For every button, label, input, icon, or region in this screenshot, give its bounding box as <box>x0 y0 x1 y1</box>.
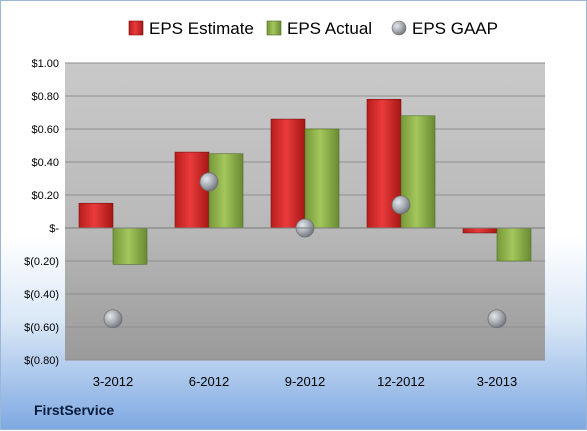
bar-eps-actual <box>112 227 148 265</box>
point-eps-gaap <box>487 309 507 329</box>
bar-eps-actual <box>496 227 532 262</box>
y-tick-label: $(0.80) <box>24 355 59 367</box>
y-tick-label: $(0.20) <box>24 256 59 268</box>
bar-eps-estimate <box>78 202 114 229</box>
legend-swatch-estimate <box>128 20 144 36</box>
bar-eps-actual <box>208 153 244 229</box>
x-category-label: 9-2012 <box>285 374 325 389</box>
plot-area: $1.00 $0.80 $0.60 $0.40 $0.20 $- $(0.20) $(0.40… <box>24 58 545 389</box>
bar-eps-estimate <box>174 151 210 229</box>
legend-swatch-gaap <box>391 20 407 36</box>
y-tick-label: $0.80 <box>31 91 59 103</box>
y-tick-label: $1.00 <box>31 58 59 70</box>
y-tick-label: $- <box>49 223 59 235</box>
legend-swatch-actual <box>266 20 282 36</box>
x-category-label: 3-2012 <box>93 374 133 389</box>
bar-eps-actual <box>304 128 340 229</box>
x-category-label: 3-2013 <box>477 374 517 389</box>
point-eps-gaap <box>199 172 219 192</box>
y-tick-label: $(0.60) <box>24 322 59 334</box>
legend-label: EPS Actual <box>287 19 372 38</box>
legend-label: EPS Estimate <box>149 19 254 38</box>
bar-eps-estimate <box>462 227 498 234</box>
y-tick-label: $0.40 <box>31 157 59 169</box>
company-name: FirstService <box>34 402 115 418</box>
y-tick-label: $(0.40) <box>24 289 59 301</box>
bar-eps-estimate <box>270 118 306 229</box>
legend-label: EPS GAAP <box>412 19 498 38</box>
x-category-label: 6-2012 <box>189 374 229 389</box>
y-tick-label: $0.60 <box>31 124 59 136</box>
legend: EPS Estimate EPS Actual EPS GAAP <box>128 19 498 38</box>
point-eps-gaap <box>391 195 411 215</box>
point-eps-gaap <box>103 309 123 329</box>
y-tick-label: $0.20 <box>31 190 59 202</box>
x-category-label: 12-2012 <box>377 374 425 389</box>
